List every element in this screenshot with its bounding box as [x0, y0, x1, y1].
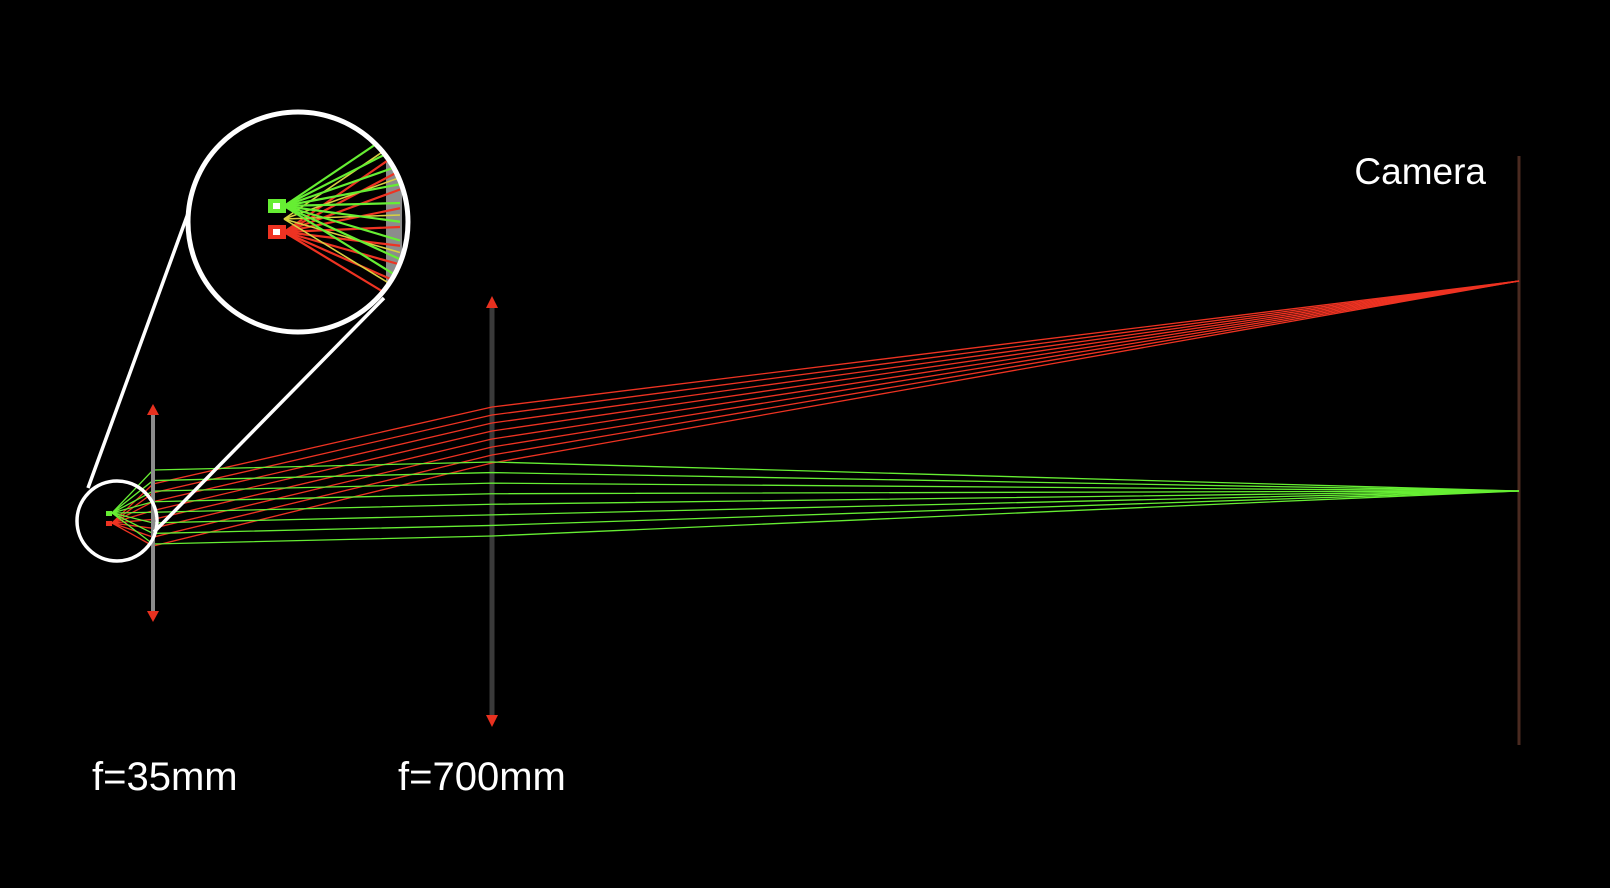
green-ray: [111, 482, 1520, 514]
green-ray: [111, 490, 1520, 545]
tube-lens: [486, 296, 498, 727]
zoomed-yellow-ray: [283, 218, 401, 291]
green-ray: [111, 490, 1520, 524]
zoomed-red-source-highlight: [273, 229, 280, 235]
green-ray: [111, 461, 1520, 514]
objective-lens-arrow-down-icon: [147, 611, 159, 622]
red-ray: [111, 280, 1520, 524]
red-ray: [111, 280, 1520, 538]
zoomed-green-ray: [283, 164, 401, 208]
tube-focal-length-label: f=700mm: [398, 755, 566, 799]
zoomed-red-ray: [283, 231, 401, 303]
camera-label: Camera: [1354, 151, 1486, 192]
red-source-point: [106, 521, 112, 526]
zoomed-green-ray: [283, 204, 401, 242]
zoomed-red-ray: [283, 230, 401, 285]
magnifier-circle-icon: [75, 109, 411, 563]
objective-lens-arrow-up-icon: [147, 404, 159, 415]
zoomed-green-ray: [283, 201, 401, 208]
objective-focal-length-label: f=35mm: [92, 755, 238, 799]
zoomed-red-ray: [283, 230, 401, 266]
red-ray: [111, 280, 1520, 547]
zoomed-red-ray: [283, 207, 401, 234]
tube-lens-arrow-up-icon: [486, 296, 498, 308]
tube-lens-arrow-down-icon: [486, 715, 498, 727]
green-ray: [111, 490, 1520, 514]
green-ray: [111, 471, 1520, 514]
zoomed-green-ray: [283, 205, 401, 279]
red-ray: [111, 280, 1520, 524]
green-ray-bundle: [111, 461, 1520, 545]
objective-lens: [147, 404, 159, 622]
zoomed-green-ray: [283, 205, 401, 261]
green-ray: [111, 490, 1520, 514]
zoomed-green-ray: [283, 183, 401, 208]
zoomed-green-source-highlight: [273, 203, 280, 209]
zoomed-green-ray: [283, 204, 401, 223]
zoomed-objective-lens: [386, 120, 402, 330]
zoomed-yellow-ray: [283, 218, 401, 254]
red-ray: [111, 280, 1520, 524]
green-ray: [111, 490, 1520, 535]
green-source-point: [106, 511, 112, 516]
zoomed-red-ray: [283, 230, 401, 247]
zoomed-red-ray: [283, 169, 401, 233]
zoomed-green-ray: [283, 145, 401, 207]
